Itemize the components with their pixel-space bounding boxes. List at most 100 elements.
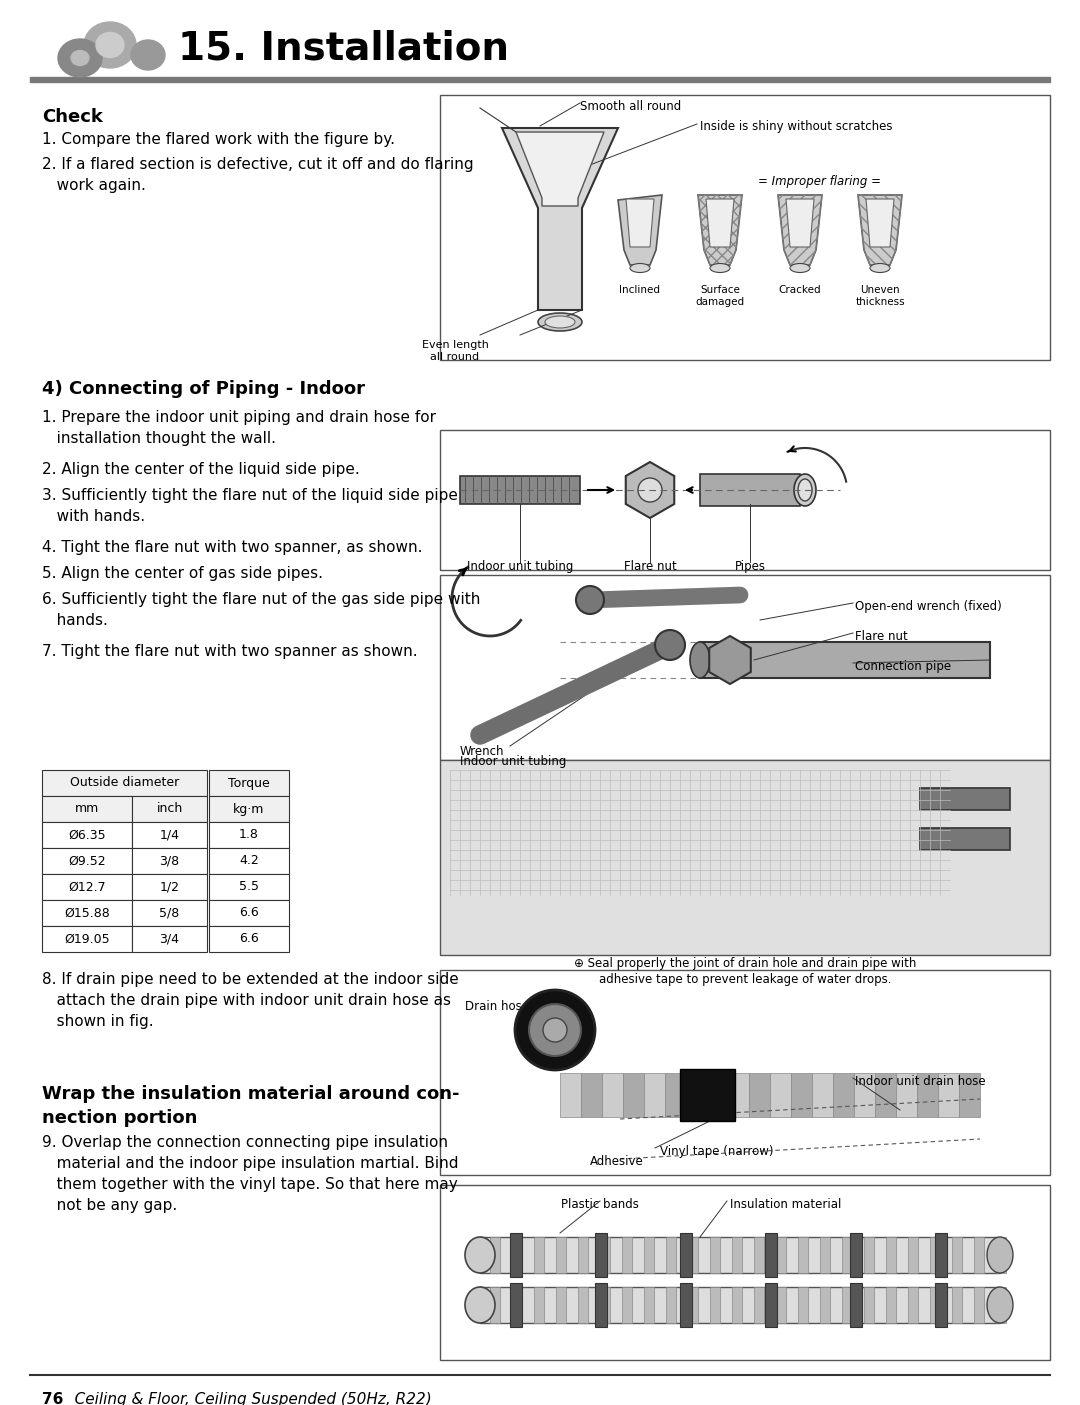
Bar	[440, 1184, 1050, 1360]
Bar	[754, 1287, 764, 1324]
Bar	[842, 1287, 852, 1324]
Bar	[974, 1236, 984, 1273]
Text: Indoor unit tubing: Indoor unit tubing	[467, 561, 573, 573]
Bar	[908, 1287, 918, 1324]
Bar	[732, 1236, 742, 1273]
Text: 5. Align the center of gas side pipes.: 5. Align the center of gas side pipes.	[42, 566, 323, 582]
Bar	[480, 1287, 1000, 1324]
Bar	[210, 822, 289, 849]
Bar	[908, 1236, 918, 1273]
Polygon shape	[618, 195, 662, 266]
Bar	[935, 1283, 947, 1326]
Text: 3. Sufficiently tight the flare nut of the liquid side pipe
   with hands.: 3. Sufficiently tight the flare nut of t…	[42, 488, 458, 524]
Bar	[680, 1234, 692, 1277]
Bar	[777, 1236, 786, 1273]
Text: 15. Installation: 15. Installation	[178, 30, 509, 67]
Text: Adhesive: Adhesive	[590, 1155, 644, 1168]
Text: 76: 76	[42, 1392, 64, 1405]
Bar	[512, 1287, 522, 1324]
Bar	[595, 1234, 607, 1277]
Ellipse shape	[465, 1236, 495, 1273]
Text: Inclined: Inclined	[620, 285, 661, 295]
Bar	[728, 1073, 750, 1117]
Bar	[850, 1234, 862, 1277]
Bar	[754, 1236, 764, 1273]
Text: Drain hose: Drain hose	[465, 1000, 529, 1013]
Bar	[732, 1287, 742, 1324]
Bar	[951, 1236, 962, 1273]
Text: 3/8: 3/8	[160, 854, 179, 867]
Bar	[920, 788, 1010, 811]
Ellipse shape	[529, 1005, 581, 1057]
Bar	[935, 1234, 947, 1277]
Ellipse shape	[690, 642, 710, 679]
Bar	[623, 1073, 644, 1117]
Bar	[210, 874, 289, 901]
Bar	[864, 1287, 874, 1324]
Bar	[688, 1287, 698, 1324]
Bar	[707, 1073, 728, 1117]
Text: adhesive tape to prevent leakage of water drops.: adhesive tape to prevent leakage of wate…	[598, 974, 891, 986]
Text: Surface
damaged: Surface damaged	[696, 285, 744, 306]
Bar	[132, 926, 207, 953]
Bar	[798, 1287, 808, 1324]
Bar	[770, 1073, 791, 1117]
Bar	[777, 1287, 786, 1324]
Ellipse shape	[465, 1287, 495, 1324]
Text: 6.6: 6.6	[239, 906, 259, 919]
Bar	[710, 1236, 720, 1273]
Text: Indoor unit drain hose: Indoor unit drain hose	[855, 1075, 986, 1087]
Text: 8. If drain pipe need to be extended at the indoor side
   attach the drain pipe: 8. If drain pipe need to be extended at …	[42, 972, 459, 1028]
Text: Insulation material: Insulation material	[730, 1198, 841, 1211]
Text: Outside diameter: Outside diameter	[70, 777, 179, 790]
Bar	[820, 1236, 831, 1273]
Text: 6. Sufficiently tight the flare nut of the gas side pipe with
   hands.: 6. Sufficiently tight the flare nut of t…	[42, 592, 481, 628]
Text: 1/4: 1/4	[160, 829, 179, 842]
Bar	[595, 1283, 607, 1326]
Ellipse shape	[630, 264, 650, 273]
Bar	[561, 1073, 581, 1117]
Bar	[556, 1236, 566, 1273]
Text: 4.2: 4.2	[239, 854, 259, 867]
Bar	[951, 1287, 962, 1324]
Text: = Improper flaring =: = Improper flaring =	[758, 176, 881, 188]
Text: Ø12.7: Ø12.7	[68, 881, 106, 894]
Text: 9. Overlap the connection connecting pipe insulation
   material and the indoor : 9. Overlap the connection connecting pip…	[42, 1135, 459, 1213]
Bar	[930, 1287, 940, 1324]
Bar	[602, 1073, 623, 1117]
Text: Check: Check	[42, 108, 103, 126]
Text: 6.6: 6.6	[239, 933, 259, 946]
Text: 5/8: 5/8	[160, 906, 179, 919]
Bar	[490, 1287, 500, 1324]
Bar	[886, 1236, 896, 1273]
Bar	[622, 1287, 632, 1324]
Bar	[974, 1287, 984, 1324]
Bar	[578, 1287, 588, 1324]
Polygon shape	[786, 200, 814, 247]
Bar	[600, 1287, 610, 1324]
Bar	[42, 822, 132, 849]
Bar	[512, 1236, 522, 1273]
Text: Ø9.52: Ø9.52	[68, 854, 106, 867]
Bar	[42, 797, 132, 822]
Bar	[680, 1283, 692, 1326]
Bar	[440, 96, 1050, 360]
Polygon shape	[626, 200, 654, 247]
Bar	[765, 1283, 777, 1326]
Text: 4) Connecting of Piping - Indoor: 4) Connecting of Piping - Indoor	[42, 379, 365, 398]
Ellipse shape	[798, 479, 812, 502]
Bar	[688, 1236, 698, 1273]
Ellipse shape	[789, 264, 810, 273]
Text: Inside is shiny without scratches: Inside is shiny without scratches	[700, 119, 892, 133]
Ellipse shape	[638, 478, 662, 502]
Text: 1. Compare the flared work with the figure by.: 1. Compare the flared work with the figu…	[42, 132, 395, 148]
Bar	[440, 575, 1050, 760]
Bar	[791, 1073, 812, 1117]
Text: Wrap the insulation material around con-
nection portion: Wrap the insulation material around con-…	[42, 1085, 459, 1127]
Bar	[665, 1073, 686, 1117]
Text: mm: mm	[75, 802, 99, 815]
Bar	[440, 430, 1050, 570]
Text: Smooth all round: Smooth all round	[580, 100, 681, 112]
Bar	[440, 969, 1050, 1175]
Text: Ceiling & Floor, Ceiling Suspended (50Hz, R22): Ceiling & Floor, Ceiling Suspended (50Hz…	[60, 1392, 432, 1405]
